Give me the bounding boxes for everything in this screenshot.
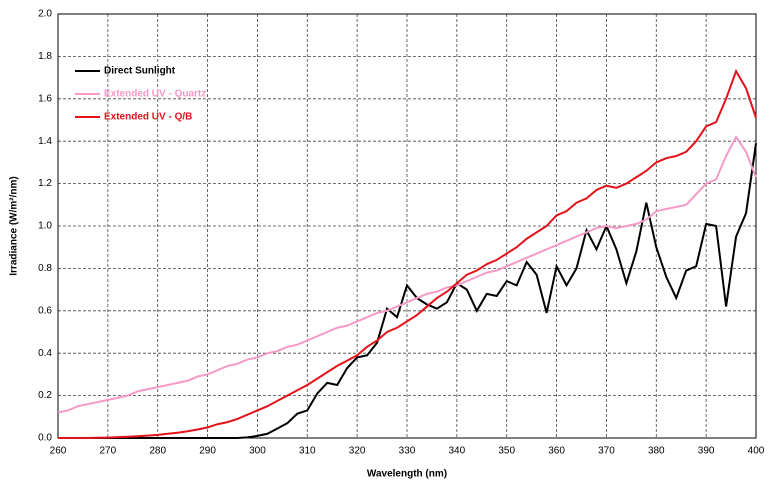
y-tick-label: 2.0: [38, 9, 52, 20]
series-line: [57, 135, 757, 414]
y-tick-label: 0.6: [38, 305, 52, 316]
x-tick-label: 270: [100, 446, 117, 457]
legend-label: Extended UV - Quartz: [104, 89, 206, 100]
x-tick-label: 280: [149, 446, 166, 457]
x-axis-label: Wavelength (nm): [367, 469, 447, 480]
y-tick-label: 1.8: [38, 51, 52, 62]
y-tick-label: 0.8: [38, 263, 52, 274]
x-tick-label: 320: [349, 446, 366, 457]
x-tick-label: 390: [698, 446, 715, 457]
x-tick-label: 380: [648, 446, 665, 457]
x-tick-label: 260: [50, 446, 67, 457]
series-line: [58, 143, 757, 439]
y-axis-label: Irradiance (W/m²/nm): [9, 176, 20, 275]
y-tick-label: 1.4: [38, 136, 52, 147]
y-tick-label: 0.4: [38, 348, 52, 359]
y-tick-label: 0.0: [38, 433, 52, 444]
y-tick-label: 1.2: [38, 178, 52, 189]
legend-label: Extended UV - Q/B: [104, 112, 192, 123]
series-line: [58, 68, 757, 439]
x-tick-label: 310: [299, 446, 316, 457]
x-tick-label: 300: [249, 446, 266, 457]
legend-label: Direct Sunlight: [104, 66, 176, 77]
y-tick-label: 1.6: [38, 93, 52, 104]
x-tick-label: 370: [598, 446, 615, 457]
x-tick-label: 350: [498, 446, 515, 457]
y-tick-label: 0.2: [38, 390, 52, 401]
plot-frame: [57, 13, 757, 439]
x-tick-label: 360: [548, 446, 565, 457]
y-tick-label: 1.0: [38, 221, 52, 232]
x-tick-label: 330: [399, 446, 416, 457]
x-tick-label: 340: [449, 446, 466, 457]
x-tick-label: 400: [748, 446, 765, 457]
x-tick-label: 290: [199, 446, 216, 457]
